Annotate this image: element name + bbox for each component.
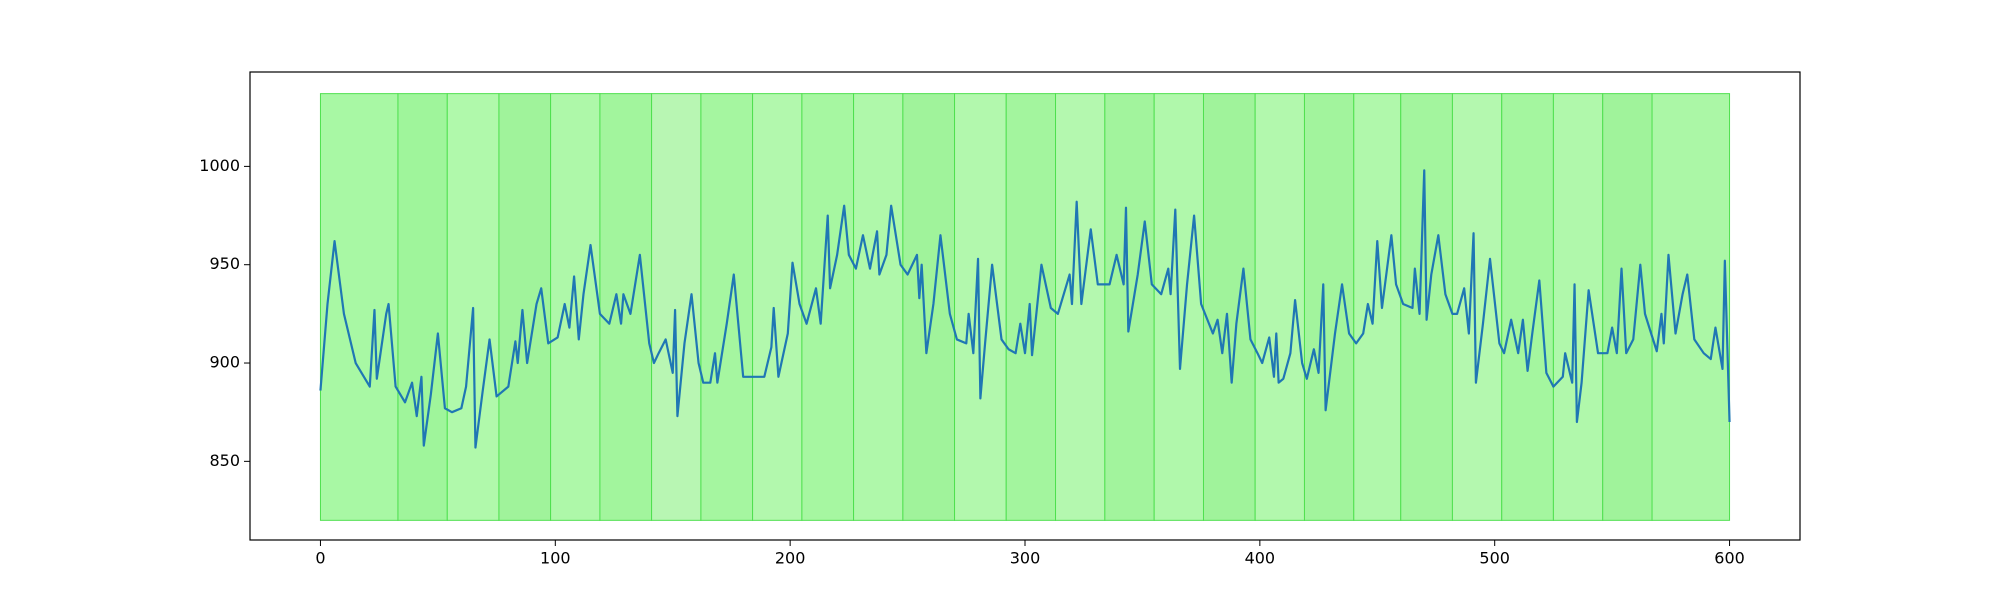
x-tick-label: 100 xyxy=(540,549,571,568)
highlight-span xyxy=(752,93,803,521)
highlight-span xyxy=(599,93,653,521)
highlight-span xyxy=(1552,93,1604,521)
highlight-span xyxy=(801,93,855,521)
y-tick-label: 950 xyxy=(209,254,240,273)
data-line xyxy=(319,169,1731,449)
x-tick-label: 400 xyxy=(1245,549,1276,568)
x-tick-label: 200 xyxy=(775,549,806,568)
highlight-span xyxy=(498,93,552,521)
x-tick-label: 300 xyxy=(1010,549,1041,568)
highlight-span xyxy=(397,93,448,521)
plot-frame xyxy=(249,71,1801,541)
y-tick-label: 1000 xyxy=(199,156,240,175)
x-tick-label: 500 xyxy=(1479,549,1510,568)
highlight-span xyxy=(1055,93,1106,521)
y-tick-label: 850 xyxy=(209,451,240,470)
highlight-span xyxy=(853,93,904,521)
highlight-span xyxy=(1104,93,1155,521)
highlight-span xyxy=(319,93,399,521)
highlight-span xyxy=(1254,93,1305,521)
highlight-span xyxy=(700,93,754,521)
x-tick-label: 600 xyxy=(1714,549,1745,568)
highlight-span xyxy=(902,93,956,521)
y-tick-label: 900 xyxy=(209,353,240,372)
highlight-span xyxy=(1353,93,1402,521)
highlight-span xyxy=(1501,93,1554,521)
x-tick-label: 0 xyxy=(315,549,325,568)
